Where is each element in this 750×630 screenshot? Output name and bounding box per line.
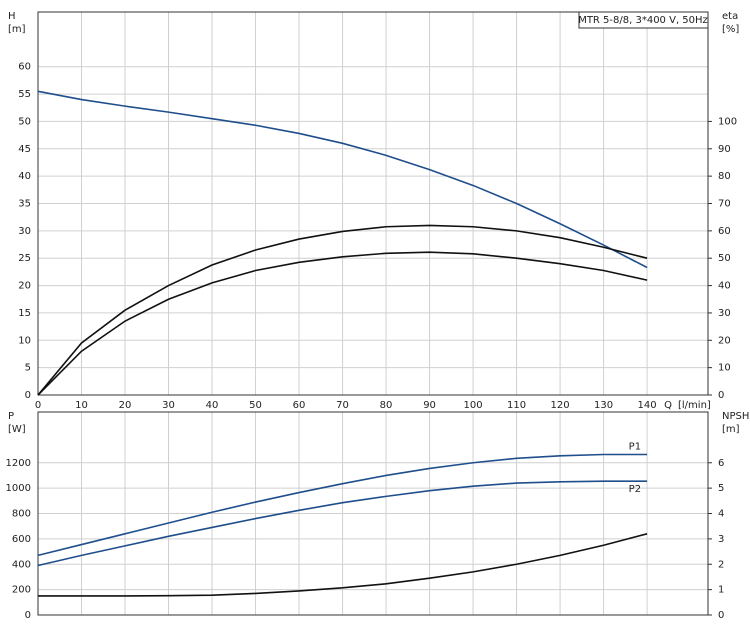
x-tick-label: 140	[638, 400, 657, 411]
plot-frame	[37, 411, 709, 616]
y-tick-label: 0	[25, 390, 31, 401]
y-tick-label: 35	[18, 199, 31, 210]
y-tick-label: 30	[18, 226, 31, 237]
y-tick-label: 15	[18, 308, 31, 319]
x-tick-label: 100	[464, 400, 483, 411]
series-label: P1	[629, 442, 641, 453]
y-tick-label: 0	[25, 610, 31, 621]
x-tick-label: 10	[75, 400, 88, 411]
y2-axis-unit: [m]	[722, 424, 740, 435]
series-line	[37, 251, 648, 396]
series-line	[38, 533, 648, 597]
y2-tick-label: 30	[718, 308, 731, 319]
y-tick-label: 40	[18, 171, 31, 182]
x-tick-label: 80	[380, 400, 393, 411]
chart-title: MTR 5-8/8, 3*400 V, 50Hz	[578, 15, 708, 26]
y-tick-label: 400	[12, 559, 31, 570]
x-axis-unit: [l/min]	[678, 400, 711, 411]
y2-tick-label: 10	[718, 363, 731, 374]
y2-tick-label: 100	[718, 116, 737, 127]
y2-tick-label: 40	[718, 281, 731, 292]
y2-axis-label: eta	[722, 11, 738, 22]
y2-tick-label: 20	[718, 335, 731, 346]
series-line	[37, 224, 648, 396]
y-axis-unit: [W]	[8, 424, 26, 435]
series-line	[37, 90, 648, 269]
y-tick-label: 45	[18, 144, 31, 155]
y2-tick-label: 0	[718, 390, 724, 401]
y-tick-label: 60	[18, 62, 31, 73]
series-line	[37, 453, 648, 557]
plot-frame	[37, 11, 709, 396]
y2-tick-label: 6	[718, 458, 724, 469]
x-tick-label: 0	[35, 400, 41, 411]
x-tick-label: 90	[423, 400, 436, 411]
y2-tick-label: 70	[718, 199, 731, 210]
y2-tick-label: 60	[718, 226, 731, 237]
y2-tick-label: 1	[718, 585, 724, 596]
x-tick-label: 60	[293, 400, 306, 411]
y-tick-label: 5	[25, 363, 31, 374]
y2-axis-unit: [%]	[722, 24, 739, 35]
x-axis-label: Q	[664, 400, 672, 411]
x-tick-label: 70	[336, 400, 349, 411]
series-label: P2	[629, 484, 641, 495]
y-tick-label: 50	[18, 116, 31, 127]
y-tick-label: 20	[18, 281, 31, 292]
title-box	[578, 11, 709, 29]
x-tick-label: 50	[249, 400, 262, 411]
y2-tick-label: 90	[718, 144, 731, 155]
y2-tick-label: 0	[718, 610, 724, 621]
y2-tick-label: 50	[718, 253, 731, 264]
y-tick-label: 10	[18, 335, 31, 346]
y-tick-label: 1200	[6, 458, 31, 469]
x-tick-label: 130	[594, 400, 613, 411]
y-tick-label: 55	[18, 89, 31, 100]
y-tick-label: 25	[18, 253, 31, 264]
y2-tick-label: 4	[718, 509, 724, 520]
x-tick-label: 40	[206, 400, 219, 411]
x-tick-label: 20	[119, 400, 132, 411]
y-tick-label: 600	[12, 534, 31, 545]
y-tick-label: 1000	[6, 483, 31, 494]
y-axis-label: P	[8, 411, 14, 422]
y2-tick-label: 5	[718, 483, 724, 494]
y2-axis-label: NPSH	[722, 411, 749, 422]
y2-tick-label: 3	[718, 534, 724, 545]
x-tick-label: 30	[162, 400, 175, 411]
y2-tick-label: 80	[718, 171, 731, 182]
y-axis-label: H	[8, 11, 16, 22]
y-axis-unit: [m]	[8, 24, 26, 35]
y-tick-label: 200	[12, 585, 31, 596]
y-tick-label: 800	[12, 509, 31, 520]
series-line	[37, 480, 648, 567]
y2-tick-label: 2	[718, 559, 724, 570]
x-tick-label: 120	[551, 400, 570, 411]
x-tick-label: 110	[507, 400, 526, 411]
